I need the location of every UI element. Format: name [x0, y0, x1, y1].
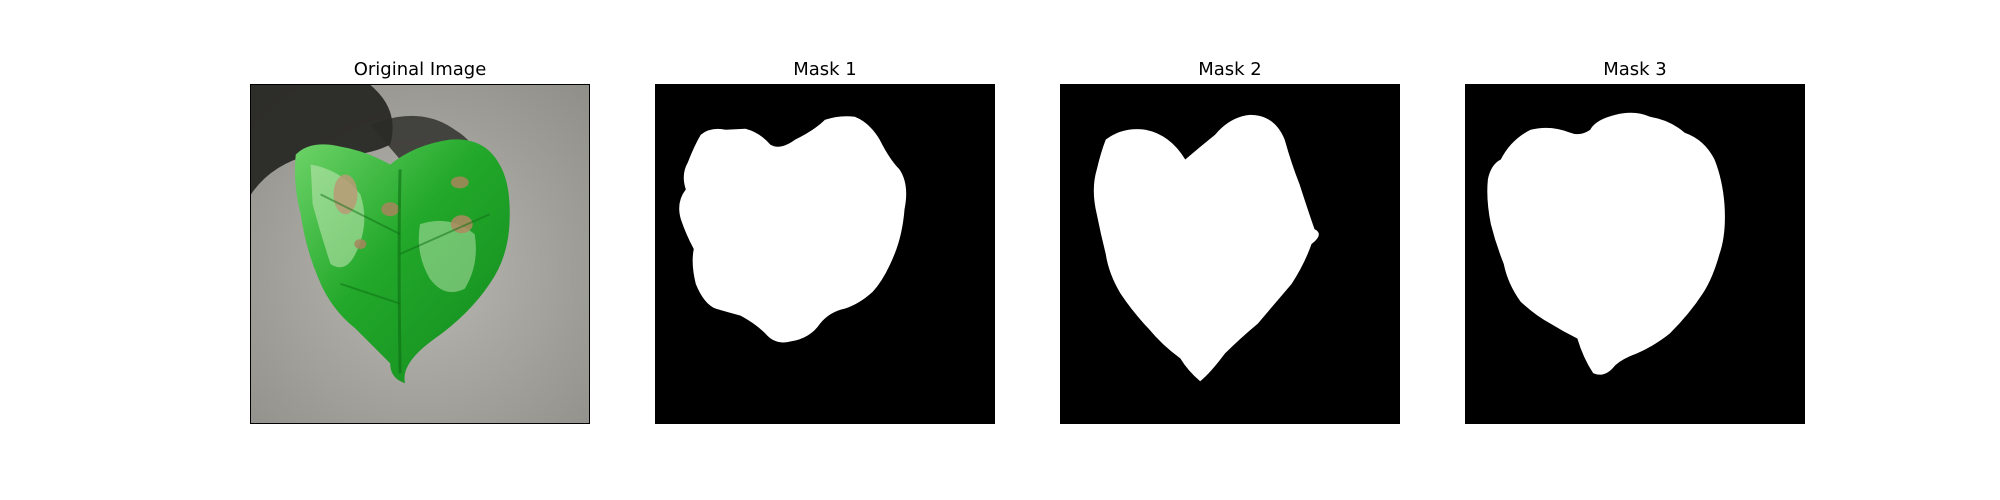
mask-image — [1465, 84, 1805, 424]
leaf-vein — [320, 193, 401, 236]
leaf-shadow — [251, 85, 393, 195]
panel-title: Mask 2 — [1198, 59, 1262, 80]
panel-mask-1: Mask 1 — [655, 56, 995, 424]
panel-title: Mask 3 — [1603, 59, 1667, 80]
panel-title: Original Image — [353, 59, 487, 80]
leaf-lesion — [354, 239, 367, 250]
original-leaf-photo — [250, 84, 590, 424]
mask-image — [1060, 84, 1400, 424]
mask-image — [655, 84, 995, 424]
leaf-lesion — [333, 174, 358, 215]
panel-mask-3: Mask 3 — [1465, 56, 1805, 424]
leaf-lesion — [450, 176, 469, 189]
mask-region — [1093, 114, 1319, 382]
panel-mask-2: Mask 2 — [1060, 56, 1400, 424]
mask-region — [679, 116, 907, 343]
leaf-vein — [397, 169, 402, 374]
mask-region — [1487, 112, 1725, 375]
panel-original-image: Original Image — [250, 56, 590, 424]
leaf-vein — [340, 282, 401, 305]
leaf-lesion — [381, 202, 400, 217]
leaf-vein — [399, 213, 490, 255]
panel-title: Mask 1 — [793, 59, 857, 80]
